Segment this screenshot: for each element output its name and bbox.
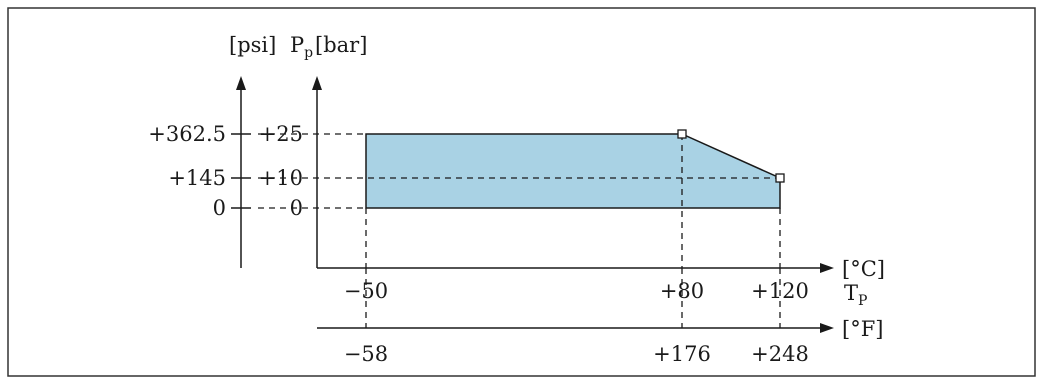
temperature-symbol-main: T — [844, 281, 858, 305]
operating-region — [365, 133, 781, 209]
temperature-symbol: TP — [844, 281, 867, 309]
pressure-symbol: Pp — [290, 33, 313, 61]
bar-tick-label-0: 0 — [290, 196, 303, 220]
celsius-axis-arrow — [820, 263, 834, 273]
celsius-tick-label-80: +80 — [660, 279, 704, 303]
psi-axis-arrow — [236, 76, 246, 90]
psi-tick-label-362: +362.5 — [148, 122, 226, 146]
psi-tick-label-145: +145 — [168, 166, 226, 190]
psi-tick-label-0: 0 — [213, 196, 226, 220]
celsius-tick-label-120: +120 — [751, 279, 809, 303]
bar-tick-label-25: +25 — [259, 122, 303, 146]
fahrenheit-axis-arrow — [820, 323, 834, 333]
bar-tick-label-10: +10 — [259, 166, 303, 190]
guide-lines — [258, 133, 781, 328]
psi-unit-label: [psi] — [229, 33, 276, 57]
bar-unit-label: [bar] — [315, 33, 367, 57]
celsius-tick-label-minus50: −50 — [344, 279, 388, 303]
celsius-unit-label: [°C] — [842, 257, 885, 281]
corner-marker-80 — [677, 129, 687, 139]
fahrenheit-tick-label-176: +176 — [653, 342, 711, 366]
fahrenheit-tick-label-248: +248 — [751, 342, 809, 366]
diagram-border — [7, 7, 1036, 377]
corner-marker-120 — [775, 173, 785, 183]
fahrenheit-unit-label: [°F] — [842, 317, 883, 341]
pressure-symbol-main: P — [290, 33, 304, 57]
pressure-symbol-sub: p — [304, 45, 313, 61]
fahrenheit-tick-label-minus58: −58 — [344, 342, 388, 366]
temperature-symbol-sub: P — [858, 293, 867, 309]
bar-axis-arrow — [312, 76, 322, 90]
